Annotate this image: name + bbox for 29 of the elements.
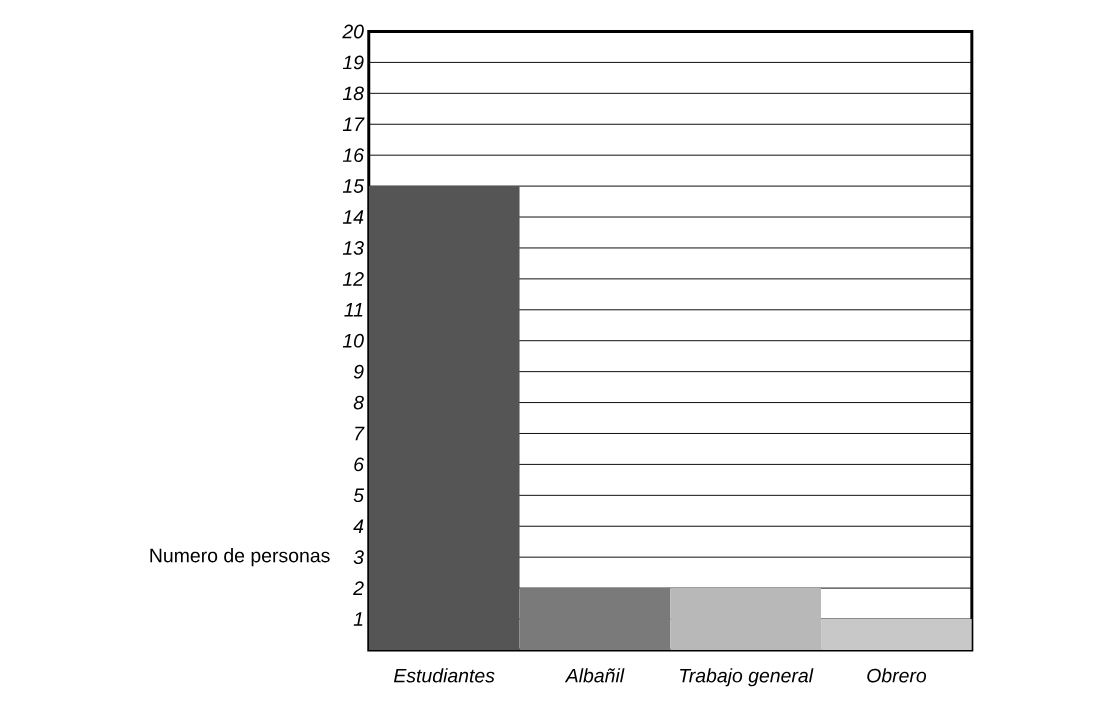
x-tick-label: Obrero [867,668,927,683]
bar [670,588,822,650]
y-tick-label: 9 [353,364,364,379]
bar [368,186,520,650]
y-tick-label: 3 [353,550,364,565]
bar [519,588,671,650]
bar [821,619,972,650]
y-tick-label: 4 [353,519,364,533]
y-tick-label: 7 [355,426,365,441]
y-tick-label: 2 [353,581,364,595]
y-tick-label: 10 [342,333,364,348]
y-tick-label: 20 [342,24,364,39]
y-tick-label: 11 [344,303,363,317]
y-tick-label: 13 [342,241,364,255]
y-tick-label: 17 [342,117,365,131]
y-tick-label: 6 [354,457,365,472]
y-tick-label: 1 [353,612,363,626]
y-tick-label: 14 [342,210,364,224]
y-tick-label: 18 [342,86,364,101]
x-tick-label: Albañil [564,668,625,683]
y-tick-label: 5 [353,488,365,503]
y-tick-label: 12 [342,272,364,286]
y-tick-label: 19 [342,55,364,70]
x-tick-label: Trabajo general [680,668,814,687]
y-tick-label: 8 [353,395,364,410]
y-tick-label: 15 [342,179,365,193]
x-tick-label: Estudiantes [393,668,495,683]
y-tick-label: 16 [342,148,364,163]
y-axis-title: Numero de personas [150,548,330,567]
